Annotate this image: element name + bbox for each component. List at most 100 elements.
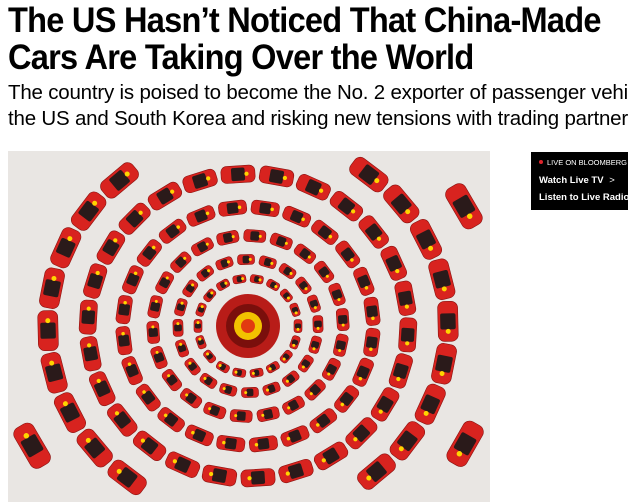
car: [193, 319, 203, 333]
car: [100, 162, 139, 199]
car: [199, 372, 218, 389]
car: [363, 296, 381, 326]
car: [265, 361, 280, 374]
car: [220, 164, 256, 184]
car: [250, 199, 280, 217]
car: [282, 395, 305, 415]
car: [107, 459, 147, 496]
car: [240, 468, 276, 488]
car: [146, 320, 161, 344]
car: [37, 310, 59, 352]
car: [40, 352, 68, 394]
car: [172, 319, 184, 337]
hero-image: [8, 151, 490, 502]
listen-live-radio-link[interactable]: Listen to Live Radio: [539, 192, 628, 203]
car: [370, 387, 400, 422]
car: [76, 428, 113, 468]
car: [157, 407, 185, 433]
car: [278, 263, 297, 280]
car: [218, 199, 248, 217]
car: [118, 202, 151, 235]
car: [256, 406, 280, 422]
cars-illustration: [13, 156, 484, 496]
car: [309, 408, 338, 434]
car: [414, 383, 446, 425]
car: [132, 430, 167, 462]
dek-line-1: The country is poised to become the No. …: [8, 81, 628, 104]
headline-line-1: The US Hasn’t Noticed That China-Made: [8, 1, 602, 40]
car: [308, 335, 322, 354]
car: [216, 278, 231, 291]
car: [107, 403, 138, 437]
car: [182, 168, 218, 194]
car: [280, 425, 310, 447]
car: [203, 401, 227, 420]
chevron-right-icon: >: [609, 175, 615, 186]
car: [297, 354, 314, 373]
car: [186, 205, 216, 227]
car: [293, 243, 317, 264]
car: [39, 267, 65, 309]
car: [248, 435, 278, 453]
car: [352, 357, 374, 387]
car: [398, 317, 418, 353]
car: [216, 230, 240, 246]
car: [232, 274, 247, 285]
car: [282, 205, 312, 228]
car: [78, 299, 98, 335]
car: [349, 156, 389, 193]
car: [196, 265, 215, 282]
car: [170, 251, 192, 273]
car: [147, 295, 163, 319]
car: [79, 336, 102, 372]
car: [389, 421, 426, 461]
car: [295, 174, 331, 201]
car: [279, 288, 293, 303]
car: [184, 424, 214, 447]
car: [278, 458, 314, 484]
car: [191, 237, 214, 257]
car: [304, 379, 326, 401]
car: [135, 383, 161, 412]
car: [201, 464, 238, 487]
car: [431, 343, 457, 385]
car: [136, 239, 162, 267]
car: [313, 260, 335, 284]
live-tag: LIVE ON BLOOMBERG: [539, 158, 627, 167]
live-on-bloomberg-box[interactable]: LIVE ON BLOOMBERG Watch Live TV > Listen…: [531, 152, 628, 210]
car: [311, 219, 339, 245]
car: [258, 255, 277, 269]
car: [258, 165, 295, 188]
car: [219, 383, 238, 397]
car: [182, 279, 199, 298]
car: [262, 381, 281, 396]
car: [232, 367, 247, 378]
car: [269, 232, 293, 251]
car: [241, 387, 259, 398]
car: [312, 315, 324, 333]
car: [237, 254, 255, 265]
center-dot: [241, 319, 255, 333]
car: [115, 326, 133, 356]
car: [175, 339, 190, 358]
car: [203, 349, 217, 364]
car: [329, 190, 364, 222]
car: [289, 335, 301, 350]
watch-label: Watch Live TV: [539, 175, 604, 186]
car: [357, 453, 396, 490]
car: [437, 300, 459, 342]
car: [328, 282, 346, 307]
live-dot-icon: [539, 160, 543, 164]
article-dek: The country is poised to become the No. …: [8, 80, 628, 132]
watch-live-tv-link[interactable]: Watch Live TV >: [539, 175, 615, 186]
car: [89, 371, 116, 407]
car: [279, 349, 293, 364]
dek-line-2: the US and South Korea and risking new t…: [8, 107, 628, 130]
car: [158, 218, 187, 244]
car: [165, 451, 201, 478]
car: [229, 409, 253, 423]
car: [321, 357, 341, 381]
car: [243, 229, 267, 243]
car: [203, 288, 217, 303]
car: [428, 258, 456, 300]
